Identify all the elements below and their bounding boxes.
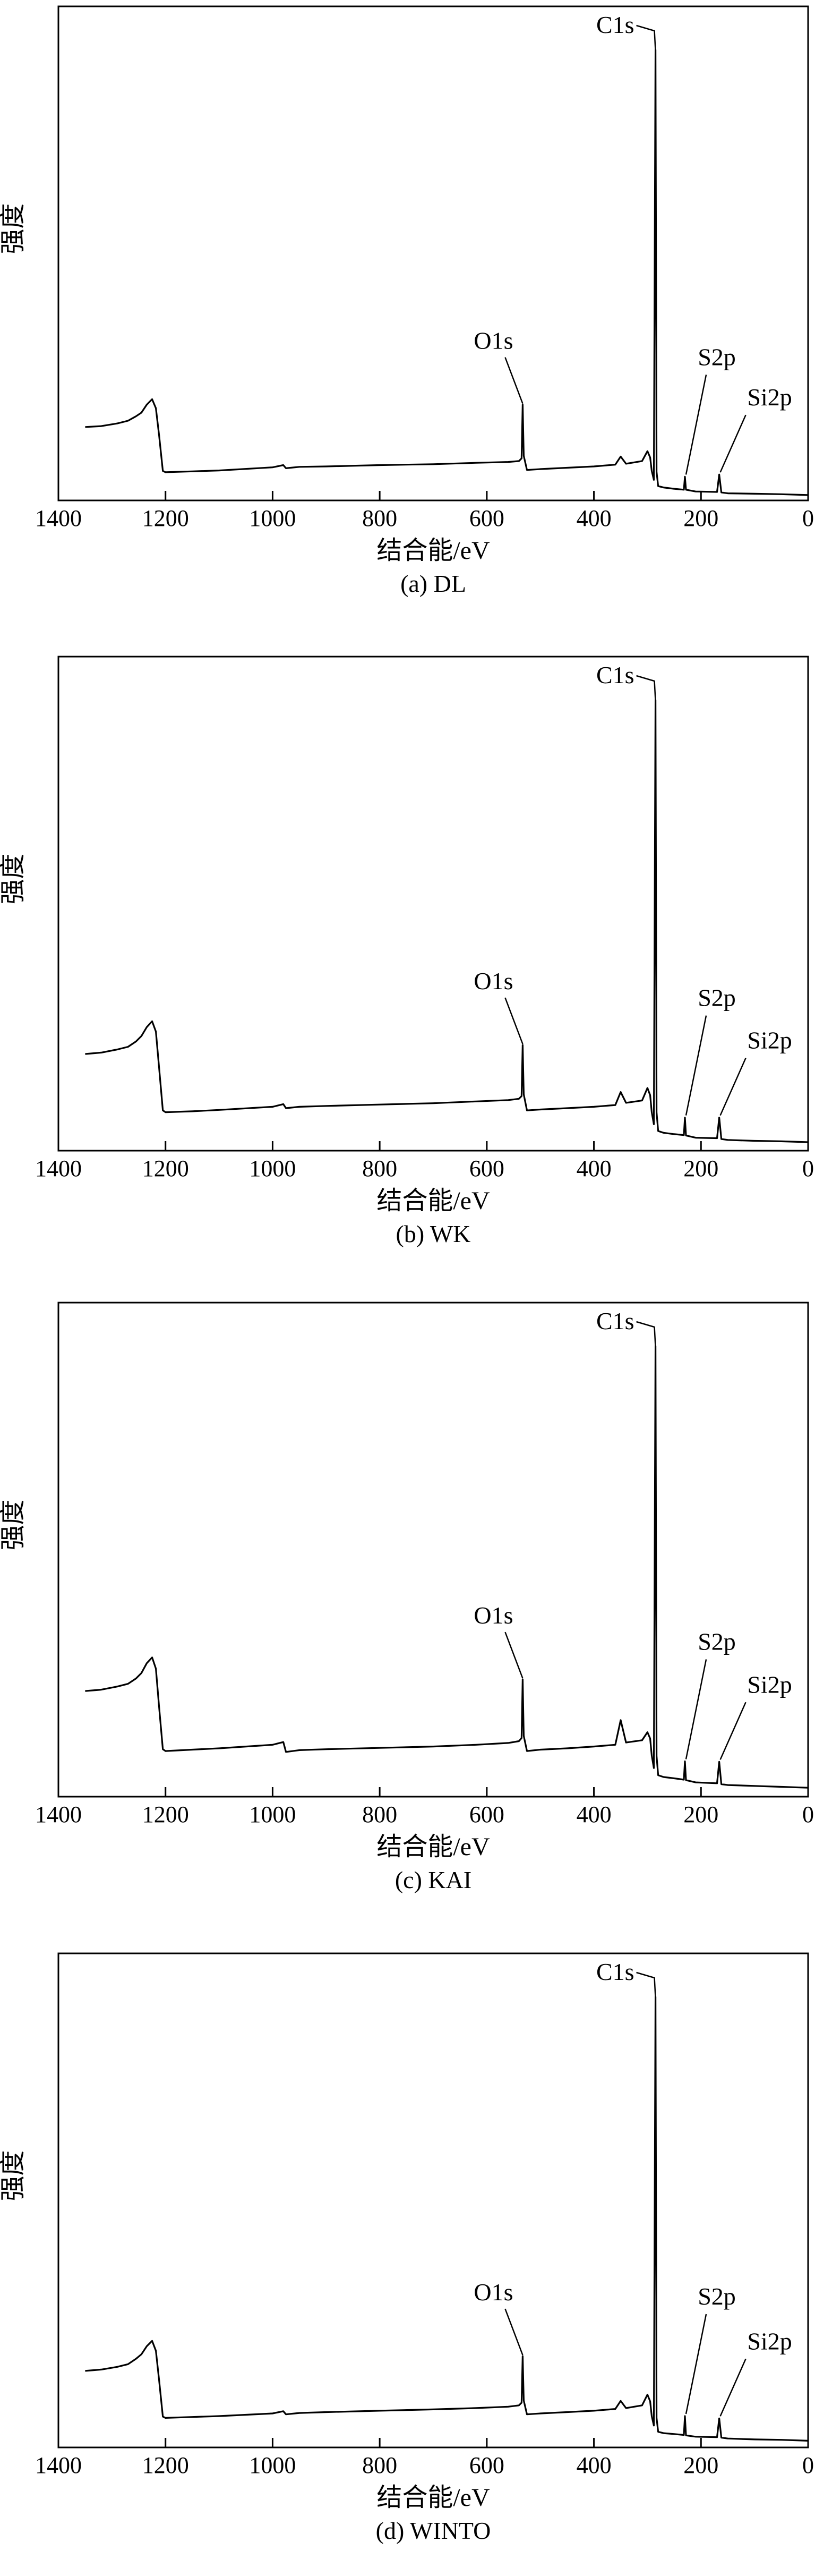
panel-caption: (d) WINTO xyxy=(376,2517,491,2544)
spectrum-line xyxy=(85,1996,809,2442)
plot-frame xyxy=(57,5,809,501)
x-tick-label: 800 xyxy=(362,1155,397,1181)
peak-label-s2p: S2p xyxy=(698,343,736,370)
peak-leader-line xyxy=(504,997,524,1044)
x-tick-label: 1000 xyxy=(249,1155,296,1181)
peak-leader-line xyxy=(504,1631,524,1679)
x-tick-label: 0 xyxy=(802,2452,814,2478)
x-axis-label: 结合能/eV xyxy=(376,1187,490,1215)
spectrum-line xyxy=(85,1345,809,1789)
peak-leader-line xyxy=(685,2314,707,2415)
peak-label-s2p: S2p xyxy=(698,2283,736,2310)
peak-leader-line xyxy=(636,675,656,702)
x-tick-label: 600 xyxy=(469,505,504,531)
peak-leader-line xyxy=(636,24,656,52)
x-axis-label: 结合能/eV xyxy=(376,1833,490,1861)
x-tick-label: 1000 xyxy=(249,505,296,531)
x-tick-label: 1200 xyxy=(142,1155,189,1181)
x-tick-label: 600 xyxy=(469,2452,504,2478)
peak-leader-line xyxy=(685,1015,707,1116)
x-tick-label: 1400 xyxy=(35,505,82,531)
x-tick-label: 200 xyxy=(683,2452,718,2478)
spectrum-line xyxy=(85,49,809,496)
peak-leader-line xyxy=(636,1971,656,1999)
y-axis-label: 强度 xyxy=(0,1499,27,1550)
x-tick-label: 600 xyxy=(469,1155,504,1181)
peak-label-c1s: C1s xyxy=(596,1307,634,1334)
peak-leader-line xyxy=(685,375,707,475)
chart-panel-3: 1400 1200 1000 800 600 400 200 0 结合能/eV 强度 (c) KAI… xyxy=(0,1302,814,1893)
x-tick-label: 0 xyxy=(802,1801,814,1827)
peak-leader-line xyxy=(719,1702,747,1760)
chart-panel-1: 1400 1200 1000 800 600 400 200 0 结合能/eV 强度 (a) DL C… xyxy=(0,5,814,597)
panel-caption: (a) DL xyxy=(400,570,466,597)
x-tick-label: 800 xyxy=(362,1801,397,1827)
peak-leader-line xyxy=(719,414,747,473)
x-tick-label: 200 xyxy=(683,1155,718,1181)
peak-leader-line xyxy=(685,1659,707,1759)
panel-caption: (b) WK xyxy=(396,1220,471,1247)
peak-label-si2p: Si2p xyxy=(747,2327,792,2354)
peak-label-c1s: C1s xyxy=(596,1958,634,1985)
x-tick-label: 0 xyxy=(802,1155,814,1181)
peak-label-o1s: O1s xyxy=(474,327,513,354)
peak-label-c1s: C1s xyxy=(596,661,634,688)
x-tick-label: 200 xyxy=(683,1801,718,1827)
x-tick-label: 400 xyxy=(577,1801,612,1827)
spectrum-line xyxy=(85,699,809,1143)
y-axis-label: 强度 xyxy=(0,2150,27,2201)
peak-label-si2p: Si2p xyxy=(747,1027,792,1054)
panel-caption: (c) KAI xyxy=(395,1866,471,1893)
x-tick-label: 1200 xyxy=(142,2452,189,2478)
x-axis-label: 结合能/eV xyxy=(376,537,490,565)
x-tick-label: 1000 xyxy=(249,2452,296,2478)
peak-leader-line xyxy=(636,1321,656,1348)
peak-leader-line xyxy=(719,2358,747,2417)
peak-leader-line xyxy=(504,2308,524,2356)
peak-label-c1s: C1s xyxy=(596,11,634,38)
plot-frame xyxy=(57,1952,809,2449)
x-tick-label: 800 xyxy=(362,505,397,531)
x-tick-label: 400 xyxy=(577,2452,612,2478)
chart-panel-4: 1400 1200 1000 800 600 400 200 0 结合能/eV 强度 (d) WIN… xyxy=(0,1952,814,2544)
peak-label-o1s: O1s xyxy=(474,967,513,994)
peak-leader-line xyxy=(504,357,524,404)
y-axis-label: 强度 xyxy=(0,203,27,254)
x-tick-label: 1000 xyxy=(249,1801,296,1827)
x-tick-label: 1200 xyxy=(142,505,189,531)
y-axis-label: 强度 xyxy=(0,853,27,904)
x-tick-label: 200 xyxy=(683,505,718,531)
x-tick-label: 400 xyxy=(577,505,612,531)
peak-label-s2p: S2p xyxy=(698,1628,736,1655)
x-tick-label: 1400 xyxy=(35,2452,82,2478)
peak-label-o1s: O1s xyxy=(474,2279,513,2306)
peak-label-si2p: Si2p xyxy=(747,1671,792,1698)
x-axis-label: 结合能/eV xyxy=(376,2484,490,2512)
x-tick-label: 0 xyxy=(802,505,814,531)
peak-label-o1s: O1s xyxy=(474,1602,513,1629)
plot-frame xyxy=(57,656,809,1152)
peak-leader-line xyxy=(719,1058,747,1116)
peak-label-s2p: S2p xyxy=(698,984,736,1011)
x-tick-label: 400 xyxy=(577,1155,612,1181)
x-tick-label: 1400 xyxy=(35,1155,82,1181)
x-tick-label: 1400 xyxy=(35,1801,82,1827)
x-tick-label: 600 xyxy=(469,1801,504,1827)
x-tick-label: 1200 xyxy=(142,1801,189,1827)
chart-panel-2: 1400 1200 1000 800 600 400 200 0 结合能/eV 强度 (b) WK C… xyxy=(0,656,814,1247)
peak-label-si2p: Si2p xyxy=(747,384,792,411)
x-tick-label: 800 xyxy=(362,2452,397,2478)
plot-frame xyxy=(57,1302,809,1798)
